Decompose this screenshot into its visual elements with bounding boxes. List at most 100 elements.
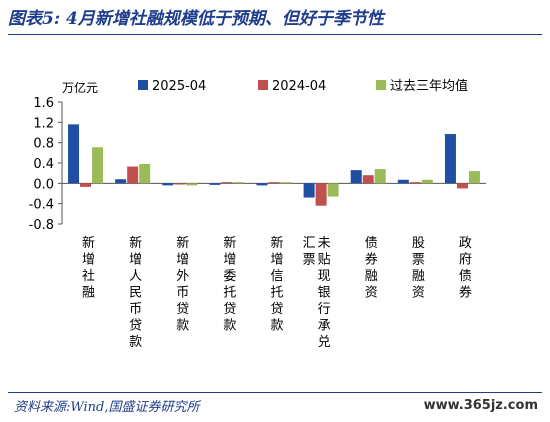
y-tick-label: -0.4	[29, 198, 54, 213]
x-category-char: 承	[318, 319, 331, 334]
bar	[374, 169, 386, 184]
y-tick-label: -0.8	[29, 218, 54, 233]
y-tick-label: 0.8	[33, 137, 54, 152]
x-category-char: 券	[459, 285, 472, 301]
x-category-char: 增	[82, 253, 95, 268]
x-category-char: 社	[82, 268, 95, 284]
bar	[409, 182, 421, 184]
bar	[315, 183, 327, 206]
y-tick-label: 1.2	[33, 116, 54, 131]
x-category-label: 新增社融	[82, 235, 95, 301]
bar	[280, 182, 292, 184]
x-category-char: 股	[412, 236, 425, 251]
x-category-char: 汇	[303, 236, 316, 251]
x-category-char: 新	[270, 235, 283, 251]
x-category-char: 资	[365, 286, 378, 301]
bar	[221, 182, 233, 184]
bar	[327, 183, 339, 197]
x-category-char: 新	[82, 235, 95, 251]
x-category-char: 兑	[318, 335, 331, 350]
x-category-char: 贷	[129, 319, 142, 334]
y-tick-label: 0.4	[33, 157, 54, 172]
x-axis-labels: 新增社融新增人民币贷款新增外币贷款新增委托贷款新增信托贷款未贴现银行承兑汇票债券…	[82, 235, 472, 350]
x-category-char: 票	[412, 253, 425, 268]
bar	[80, 183, 92, 187]
y-tick-label: 0.0	[33, 177, 54, 192]
x-category-char: 增	[176, 253, 189, 268]
bar	[303, 183, 315, 198]
footer-rule	[8, 392, 542, 393]
bar	[174, 183, 186, 185]
x-category-char: 资	[412, 286, 425, 301]
x-category-char: 贴	[318, 253, 331, 268]
bar	[139, 164, 151, 184]
y-axis-unit-label: 万亿元	[62, 80, 98, 95]
x-category-char: 币	[129, 302, 142, 317]
bar	[92, 147, 104, 184]
x-category-char: 行	[318, 302, 331, 317]
x-category-char: 新	[223, 235, 236, 251]
x-category-char: 票	[303, 253, 316, 268]
x-category-char: 政	[459, 236, 472, 251]
x-category-char: 新	[176, 235, 189, 251]
x-category-char: 币	[176, 286, 189, 301]
x-category-char: 现	[318, 269, 331, 284]
bar	[115, 179, 127, 184]
x-category-char: 新	[129, 235, 142, 251]
bar	[456, 183, 468, 189]
x-category-char: 未	[318, 236, 331, 251]
legend-swatch	[138, 80, 148, 90]
x-category-char: 款	[176, 319, 189, 334]
x-category-char: 券	[365, 252, 378, 268]
legend-label: 过去三年均值	[390, 78, 468, 94]
bar	[186, 183, 198, 186]
bars	[68, 124, 480, 206]
bar	[468, 171, 480, 184]
x-category-char: 债	[365, 236, 378, 251]
y-tick-label: 1.6	[33, 96, 54, 111]
x-category-char: 外	[176, 269, 189, 284]
x-category-char: 款	[129, 335, 142, 350]
bar	[444, 134, 456, 184]
x-category-char: 贷	[270, 302, 283, 317]
x-category-char: 银	[318, 286, 331, 301]
x-category-char: 信	[270, 269, 283, 284]
x-category-char: 融	[412, 269, 425, 284]
bar	[350, 170, 362, 184]
legend: 2025-04 2024-04 过去三年均值	[138, 78, 468, 94]
x-category-char: 委	[223, 269, 236, 284]
x-category-char: 融	[365, 269, 378, 284]
x-category-char: 托	[270, 286, 283, 301]
x-category-char: 贷	[223, 302, 236, 317]
figure-title: 图表5: 4月新增社融规模低于预期、但好于季节性	[8, 9, 384, 29]
legend-swatch	[376, 80, 386, 90]
legend-label: 2025-04	[152, 79, 206, 94]
bar	[233, 182, 245, 184]
bar	[397, 179, 409, 184]
x-category-char: 融	[82, 286, 95, 301]
x-category-char: 款	[270, 319, 283, 334]
legend-swatch	[258, 80, 268, 90]
bar	[256, 183, 268, 186]
bar	[209, 183, 221, 185]
x-category-char: 增	[223, 253, 236, 268]
watermark: www.365jz.com	[423, 398, 538, 413]
source-note: 资料来源:Wind,国盛证券研究所	[14, 400, 200, 415]
bar	[127, 166, 139, 184]
bar	[268, 182, 280, 184]
bar	[68, 124, 80, 184]
title-rule	[8, 34, 542, 35]
x-category-char: 府	[459, 253, 472, 268]
x-category-char: 增	[270, 253, 283, 268]
x-category-char: 托	[223, 286, 236, 301]
x-category-char: 款	[223, 319, 236, 334]
